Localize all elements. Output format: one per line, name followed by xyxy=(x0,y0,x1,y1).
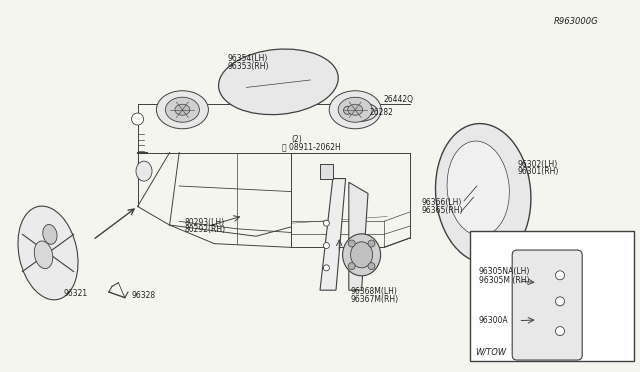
Ellipse shape xyxy=(556,297,564,306)
Ellipse shape xyxy=(43,224,57,244)
Ellipse shape xyxy=(338,97,372,122)
Ellipse shape xyxy=(156,91,209,129)
Ellipse shape xyxy=(323,243,330,248)
Text: W/TOW: W/TOW xyxy=(475,347,506,356)
Ellipse shape xyxy=(323,265,330,271)
Ellipse shape xyxy=(344,106,351,114)
Ellipse shape xyxy=(219,49,338,115)
Ellipse shape xyxy=(435,124,531,263)
Text: Ⓝ 08911-2062H: Ⓝ 08911-2062H xyxy=(282,142,340,151)
Ellipse shape xyxy=(348,263,355,270)
Text: 96353(RH): 96353(RH) xyxy=(227,62,269,71)
Ellipse shape xyxy=(447,141,509,236)
Polygon shape xyxy=(320,179,346,290)
Ellipse shape xyxy=(132,113,143,125)
Ellipse shape xyxy=(348,104,363,115)
Text: 96300A: 96300A xyxy=(479,316,508,325)
Text: 96366(LH): 96366(LH) xyxy=(421,198,461,207)
Ellipse shape xyxy=(342,234,381,276)
Ellipse shape xyxy=(136,161,152,181)
Text: 96368M(LH): 96368M(LH) xyxy=(351,287,397,296)
Ellipse shape xyxy=(368,240,375,247)
Ellipse shape xyxy=(323,220,330,226)
Ellipse shape xyxy=(346,103,378,121)
Ellipse shape xyxy=(165,97,200,122)
Text: (2): (2) xyxy=(291,135,302,144)
Ellipse shape xyxy=(35,241,52,269)
Polygon shape xyxy=(349,182,368,290)
FancyBboxPatch shape xyxy=(512,250,582,360)
Polygon shape xyxy=(320,164,333,179)
Ellipse shape xyxy=(348,240,355,247)
Text: R963000G: R963000G xyxy=(554,17,598,26)
Ellipse shape xyxy=(329,91,381,129)
Text: 26282: 26282 xyxy=(370,108,394,117)
Ellipse shape xyxy=(18,206,78,300)
Ellipse shape xyxy=(175,104,190,115)
Ellipse shape xyxy=(368,263,375,270)
Text: 96365(RH): 96365(RH) xyxy=(421,206,463,215)
Ellipse shape xyxy=(556,271,564,280)
Bar xyxy=(470,231,634,361)
Text: 96354(LH): 96354(LH) xyxy=(227,54,268,63)
Text: 96321: 96321 xyxy=(64,289,88,298)
Text: 96328: 96328 xyxy=(131,291,156,300)
Ellipse shape xyxy=(351,242,372,268)
Text: 96301(RH): 96301(RH) xyxy=(517,167,559,176)
Text: 26442Q: 26442Q xyxy=(384,95,414,104)
Text: 96367M(RH): 96367M(RH) xyxy=(351,295,399,304)
Text: 96302(LH): 96302(LH) xyxy=(517,160,557,169)
Text: 80293(LH): 80293(LH) xyxy=(184,218,225,227)
Text: 96305M (RH): 96305M (RH) xyxy=(479,276,529,285)
Text: 80292(RH): 80292(RH) xyxy=(184,225,225,234)
Ellipse shape xyxy=(556,327,564,336)
Text: 96305NA(LH): 96305NA(LH) xyxy=(479,267,530,276)
